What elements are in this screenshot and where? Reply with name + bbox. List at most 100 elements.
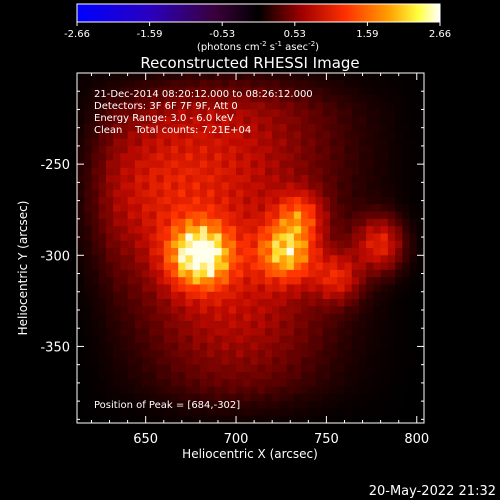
colorbar-tick-label: -2.66: [64, 29, 90, 40]
heatmap-cell: [293, 233, 302, 242]
heatmap-cell: [315, 73, 324, 81]
heatmap-cell: [380, 262, 389, 271]
heatmap-cell: [322, 160, 331, 169]
heatmap-cell: [380, 393, 389, 402]
heatmap-cell: [185, 233, 194, 242]
heatmap-cell: [272, 277, 281, 286]
heatmap-cell: [134, 364, 143, 373]
heatmap-cell: [337, 204, 346, 213]
heatmap-cell: [199, 408, 208, 417]
heatmap-cell: [199, 320, 208, 329]
heatmap-cell: [221, 415, 230, 423]
heatmap-cell: [243, 124, 252, 132]
heatmap-cell: [113, 226, 121, 235]
heatmap-cell: [105, 240, 114, 249]
heatmap-cell: [257, 328, 266, 337]
heatmap-cell: [228, 393, 237, 402]
heatmap-cell: [286, 306, 295, 315]
heatmap-cell: [409, 73, 418, 81]
heatmap-cell: [351, 87, 360, 96]
heatmap-cell: [402, 277, 411, 286]
heatmap-cell: [337, 175, 346, 183]
heatmap-cell: [221, 291, 230, 300]
heatmap-cell: [77, 386, 85, 395]
heatmap-cell: [170, 160, 179, 169]
heatmap-cell: [402, 189, 411, 198]
heatmap-cell: [358, 73, 367, 81]
heatmap-cell: [409, 248, 418, 256]
heatmap-cell: [395, 94, 403, 103]
heatmap-cell: [308, 73, 317, 81]
heatmap-cell: [91, 342, 100, 351]
heatmap-cell: [330, 269, 338, 278]
heatmap-cell: [387, 313, 396, 322]
heatmap-cell: [134, 408, 143, 417]
heatmap-cell: [264, 145, 273, 154]
heatmap-cell: [351, 291, 360, 300]
heatmap-cell: [272, 145, 281, 154]
heatmap-cell: [351, 269, 360, 278]
heatmap-cell: [142, 145, 150, 154]
heatmap-cell: [134, 226, 143, 235]
heatmap-cell: [170, 102, 179, 111]
heatmap-cell: [98, 379, 107, 388]
heatmap-cell: [409, 116, 418, 125]
heatmap-cell: [257, 218, 266, 227]
heatmap-cell: [199, 306, 208, 315]
heatmap-cell: [214, 269, 223, 278]
heatmap-cell: [84, 73, 93, 81]
heatmap-cell: [301, 342, 309, 351]
heatmap-cell: [149, 153, 158, 162]
heatmap-cell: [286, 357, 295, 366]
heatmap-cell: [366, 211, 374, 220]
heatmap-cell: [337, 240, 346, 249]
heatmap-cell: [337, 189, 346, 198]
heatmap-cell: [366, 87, 374, 96]
heatmap-cell: [250, 248, 259, 256]
heatmap-cell: [387, 94, 396, 103]
heatmap-cell: [395, 335, 403, 344]
heatmap-cell: [402, 218, 411, 227]
heatmap-cell: [286, 364, 295, 373]
heatmap-cell: [243, 167, 252, 176]
heatmap-cell: [344, 320, 353, 329]
heatmap-cell: [120, 248, 129, 256]
heatmap-cell: [416, 350, 424, 358]
heatmap-cell: [243, 342, 252, 351]
heatmap-cell: [163, 233, 172, 242]
heatmap-cell: [308, 138, 317, 147]
heatmap-cell: [84, 386, 93, 395]
heatmap-cell: [402, 291, 411, 300]
heatmap-cell: [185, 248, 194, 256]
heatmap-cell: [98, 226, 107, 235]
heatmap-cell: [315, 124, 324, 132]
heatmap-cell: [77, 145, 85, 154]
heatmap-cell: [105, 255, 114, 264]
heatmap-cell: [366, 342, 374, 351]
heatmap-cell: [330, 131, 338, 140]
heatmap-cell: [344, 248, 353, 256]
heatmap-cell: [395, 401, 403, 410]
heatmap-cell: [142, 160, 150, 169]
heatmap-cell: [402, 87, 411, 96]
heatmap-cell: [113, 284, 121, 293]
heatmap-cell: [199, 138, 208, 147]
heatmap-cell: [416, 415, 424, 423]
heatmap-cell: [221, 73, 230, 81]
heatmap-cell: [272, 102, 281, 111]
heatmap-cell: [199, 284, 208, 293]
heatmap-cell: [221, 328, 230, 337]
heatmap-cell: [351, 204, 360, 213]
heatmap-cell: [402, 364, 411, 373]
heatmap-cell: [322, 94, 331, 103]
heatmap-cell: [207, 277, 215, 286]
heatmap-cell: [120, 306, 129, 315]
heatmap-cell: [120, 269, 129, 278]
heatmap-cell: [308, 277, 317, 286]
heatmap-cell: [286, 401, 295, 410]
heatmap-cell: [279, 277, 288, 286]
heatmap-cell: [149, 371, 158, 380]
heatmap-cell: [416, 269, 424, 278]
heatmap-cell: [221, 109, 230, 118]
heatmap-cell: [214, 211, 223, 220]
